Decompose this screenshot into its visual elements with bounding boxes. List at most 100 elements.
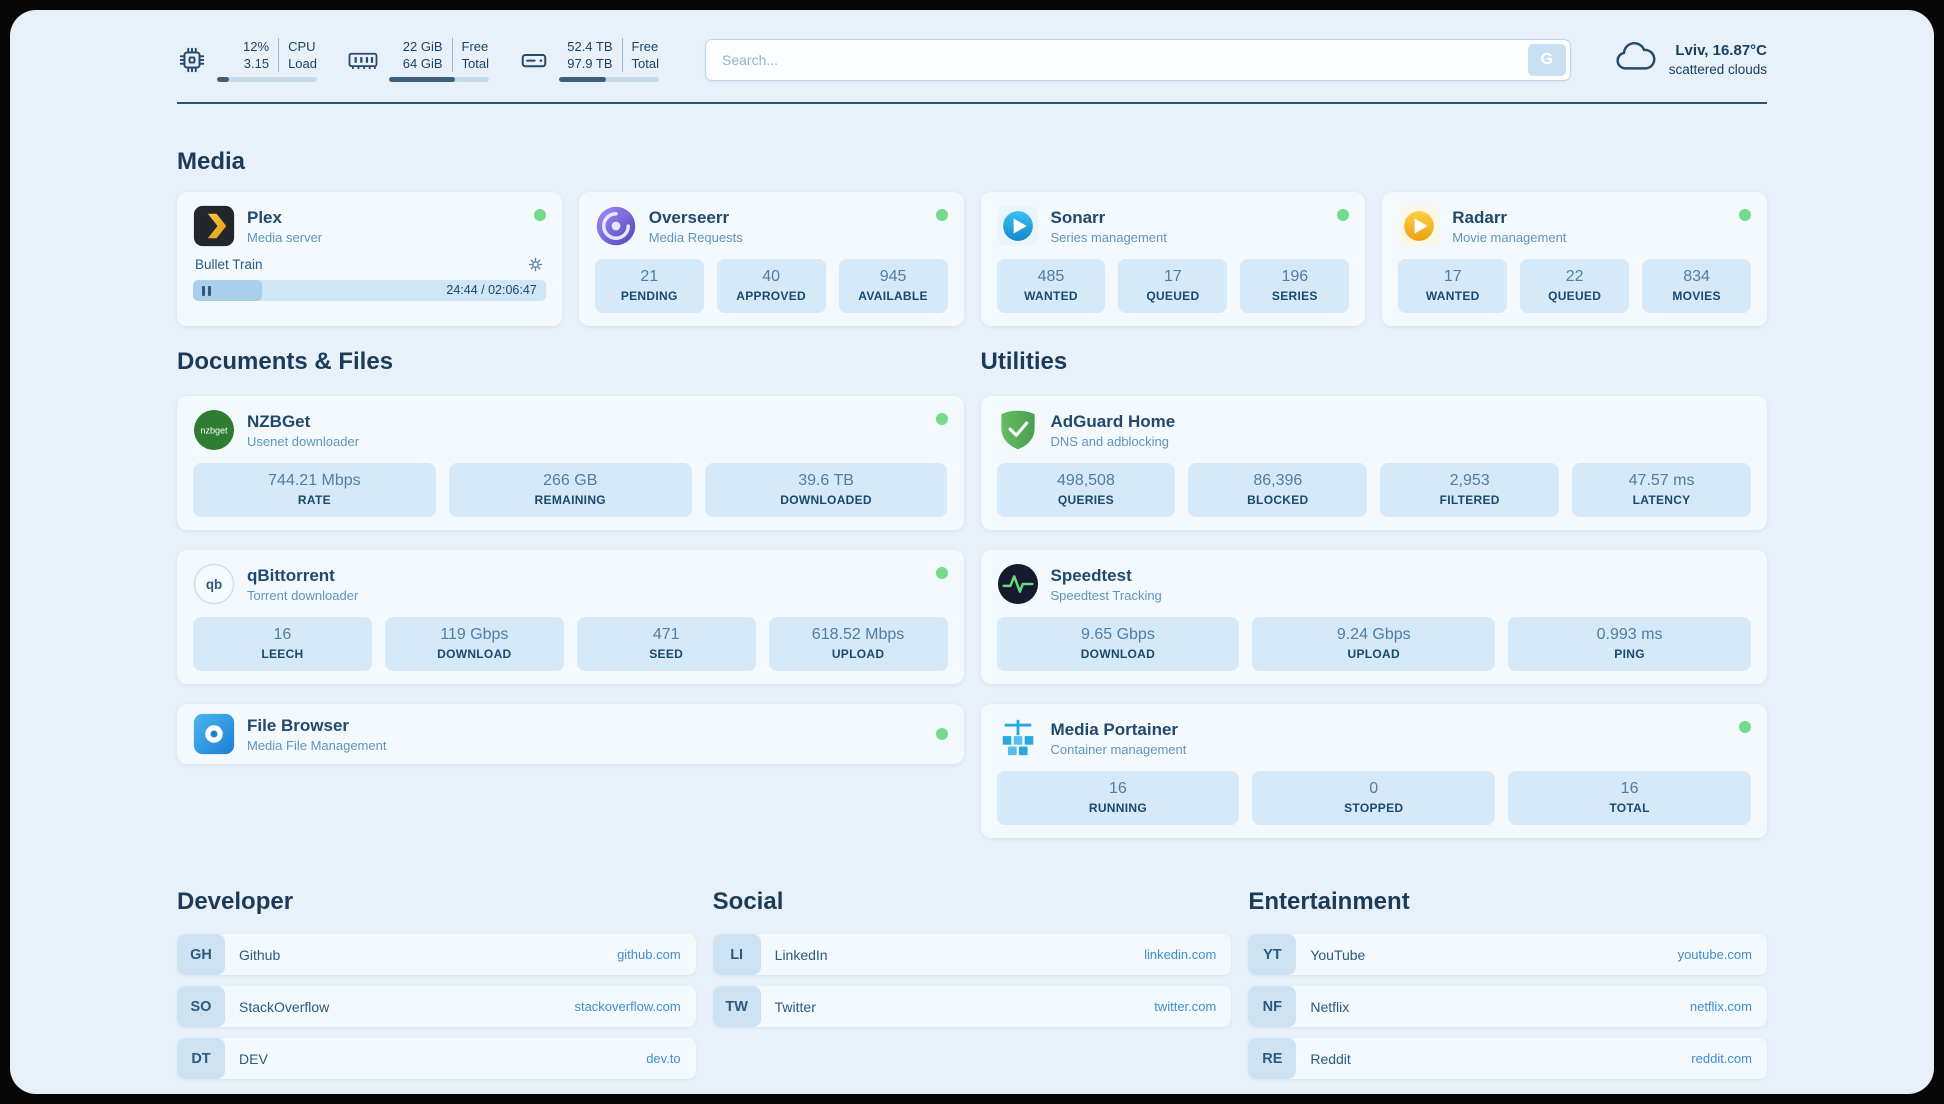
playback-progress-track[interactable]: 24:44 / 02:06:47: [193, 280, 546, 301]
app-card-qbittorrent[interactable]: qb qBittorrent Torrent downloader 16 LEEC…: [177, 550, 964, 684]
stat-label: RUNNING: [1088, 801, 1147, 815]
system-monitors: 12% 3.15 CPU Load: [177, 38, 659, 82]
app-card-overseerr[interactable]: Overseerr Media Requests 21 PENDING 40 APP…: [578, 192, 964, 326]
bookmark-link[interactable]: reddit.com: [1691, 1051, 1752, 1066]
stat-box: 17 QUEUED: [1118, 259, 1228, 313]
app-subtitle: Media File Management: [247, 737, 387, 753]
bookmark-name: Github: [239, 946, 281, 963]
mid-sections: Documents & Files nzbget NZBGet Usenet d…: [177, 348, 1767, 838]
media-grid: Plex Media server Bullet Train 24:44 / 0…: [177, 192, 1767, 326]
app-subtitle: DNS and adblocking: [1050, 433, 1170, 449]
ram-progress-fill: [389, 77, 455, 82]
stat-label: MOVIES: [1672, 289, 1721, 303]
stat-box: 945 AVAILABLE: [838, 259, 948, 313]
stat-value: 485: [1037, 268, 1065, 285]
app-card-filebrowser[interactable]: File Browser Media File Management: [177, 704, 964, 764]
stat-label: DOWNLOADED: [780, 493, 872, 507]
app-name: AdGuard Home: [1050, 411, 1176, 431]
disk-icon: [519, 45, 549, 75]
ram-total-label: Total: [461, 56, 489, 71]
stat-label: DOWNLOAD: [1080, 647, 1156, 661]
app-card-plex[interactable]: Plex Media server Bullet Train 24:44 / 0…: [177, 192, 562, 326]
app-card-portainer[interactable]: Media Portainer Container management 16 R…: [980, 704, 1767, 838]
section-title-developer: Developer: [177, 888, 294, 915]
stat-box: 17 WANTED: [1398, 259, 1508, 313]
stat-label: WANTED: [1425, 289, 1480, 303]
nzbget-icon: nzbget: [193, 409, 235, 451]
cloud-icon: [1613, 41, 1657, 80]
stat-box: 119 Gbps DOWNLOAD: [384, 617, 564, 671]
bookmark-link[interactable]: stackoverflow.com: [574, 999, 681, 1014]
section-social: Social LI LinkedIn linkedin.com TW Twitt…: [712, 888, 1232, 1090]
bookmark-youtube[interactable]: YT YouTube youtube.com: [1248, 934, 1767, 975]
search-input[interactable]: [705, 39, 1571, 81]
app-name: qBittorrent: [247, 565, 335, 585]
bookmark-linkedin[interactable]: LI LinkedIn linkedin.com: [712, 934, 1232, 975]
bookmark-stackoverflow[interactable]: SO StackOverflow stackoverflow.com: [177, 986, 696, 1027]
stat-box: 16 LEECH: [193, 617, 372, 671]
stat-label: AVAILABLE: [858, 289, 928, 303]
app-card-speedtest[interactable]: Speedtest Speedtest Tracking 9.65 Gbps DO…: [980, 550, 1767, 684]
disk-free-value: 52.4 TB: [567, 39, 613, 54]
app-name: Media Portainer: [1050, 719, 1179, 739]
stat-value: 9.24 Gbps: [1336, 626, 1411, 643]
status-dot: [935, 209, 948, 221]
gear-icon[interactable]: [527, 256, 544, 273]
bookmark-abbr: SO: [177, 986, 225, 1027]
pause-icon[interactable]: [202, 280, 211, 301]
bookmark-dev[interactable]: DT DEV dev.to: [177, 1038, 696, 1079]
stat-box: 0.993 ms PING: [1508, 617, 1751, 671]
disk-monitor: 52.4 TB 97.9 TB Free Total: [519, 38, 659, 82]
app-card-nzbget[interactable]: nzbget NZBGet Usenet downloader 744.21 M…: [177, 396, 964, 530]
bookmark-twitter[interactable]: TW Twitter twitter.com: [712, 986, 1232, 1027]
bookmark-netflix[interactable]: NF Netflix netflix.com: [1248, 986, 1767, 1027]
app-card-sonarr[interactable]: Sonarr Series management 485 WANTED 17 QUE…: [980, 192, 1366, 326]
weather-condition: scattered clouds: [1668, 62, 1767, 77]
sonarr-icon: [997, 205, 1039, 247]
stat-value: 17: [1443, 268, 1462, 285]
stats-row: 9.65 Gbps DOWNLOAD 9.24 Gbps UPLOAD 0.993 …: [996, 617, 1752, 671]
bookmark-link[interactable]: linkedin.com: [1144, 947, 1217, 962]
stat-label: DOWNLOAD: [437, 647, 512, 661]
app-card-adguard[interactable]: AdGuard Home DNS and adblocking 498,508 Q…: [980, 396, 1767, 530]
bookmark-abbr: GH: [177, 934, 225, 975]
bookmark-reddit[interactable]: RE Reddit reddit.com: [1248, 1038, 1767, 1079]
bookmark-link[interactable]: github.com: [617, 947, 681, 962]
app-subtitle: Torrent downloader: [247, 587, 359, 603]
topbar: 12% 3.15 CPU Load: [177, 38, 1767, 82]
stat-label: QUEUED: [1548, 289, 1602, 303]
app-name: Overseerr: [648, 207, 730, 227]
weather-location: Lviv, 16.87°C: [1675, 42, 1767, 59]
stat-value: 22: [1565, 268, 1584, 285]
search-engine-button[interactable]: G: [1527, 44, 1566, 76]
section-title-media: Media: [177, 148, 246, 175]
stat-label: QUEUED: [1146, 289, 1200, 303]
stat-box: 0 STOPPED: [1252, 771, 1496, 825]
header-divider: [177, 102, 1767, 104]
stats-row: 21 PENDING 40 APPROVED 945 AVAILABLE: [594, 259, 948, 313]
stat-box: 498,508 QUERIES: [996, 463, 1176, 517]
app-subtitle: Series management: [1050, 229, 1167, 245]
section-entertainment: Entertainment YT YouTube youtube.com NF …: [1248, 888, 1767, 1090]
bookmark-link[interactable]: netflix.com: [1689, 999, 1752, 1014]
app-subtitle: Container management: [1050, 741, 1187, 757]
bookmark-github[interactable]: GH Github github.com: [177, 934, 696, 975]
bookmark-link[interactable]: dev.to: [646, 1051, 681, 1066]
app-subtitle: Speedtest Tracking: [1050, 587, 1162, 603]
stat-label: SERIES: [1271, 289, 1318, 303]
bookmark-abbr: DT: [177, 1038, 225, 1079]
stat-label: PENDING: [620, 289, 678, 303]
bookmark-link[interactable]: twitter.com: [1154, 999, 1217, 1014]
stat-box: 471 SEED: [576, 617, 756, 671]
app-subtitle: Media server: [247, 229, 323, 245]
stat-value: 618.52 Mbps: [811, 626, 905, 643]
stat-value: 498,508: [1057, 472, 1115, 489]
stat-value: 21: [640, 268, 659, 285]
app-card-radarr[interactable]: Radarr Movie management 17 WANTED 22 QUEUE…: [1382, 192, 1767, 326]
ram-progress-track: [389, 77, 489, 82]
speedtest-icon: [997, 563, 1039, 605]
app-name: NZBGet: [247, 411, 311, 431]
bookmark-link[interactable]: youtube.com: [1677, 947, 1752, 962]
stat-box: 39.6 TB DOWNLOADED: [704, 463, 948, 517]
portainer-icon: [997, 717, 1039, 759]
